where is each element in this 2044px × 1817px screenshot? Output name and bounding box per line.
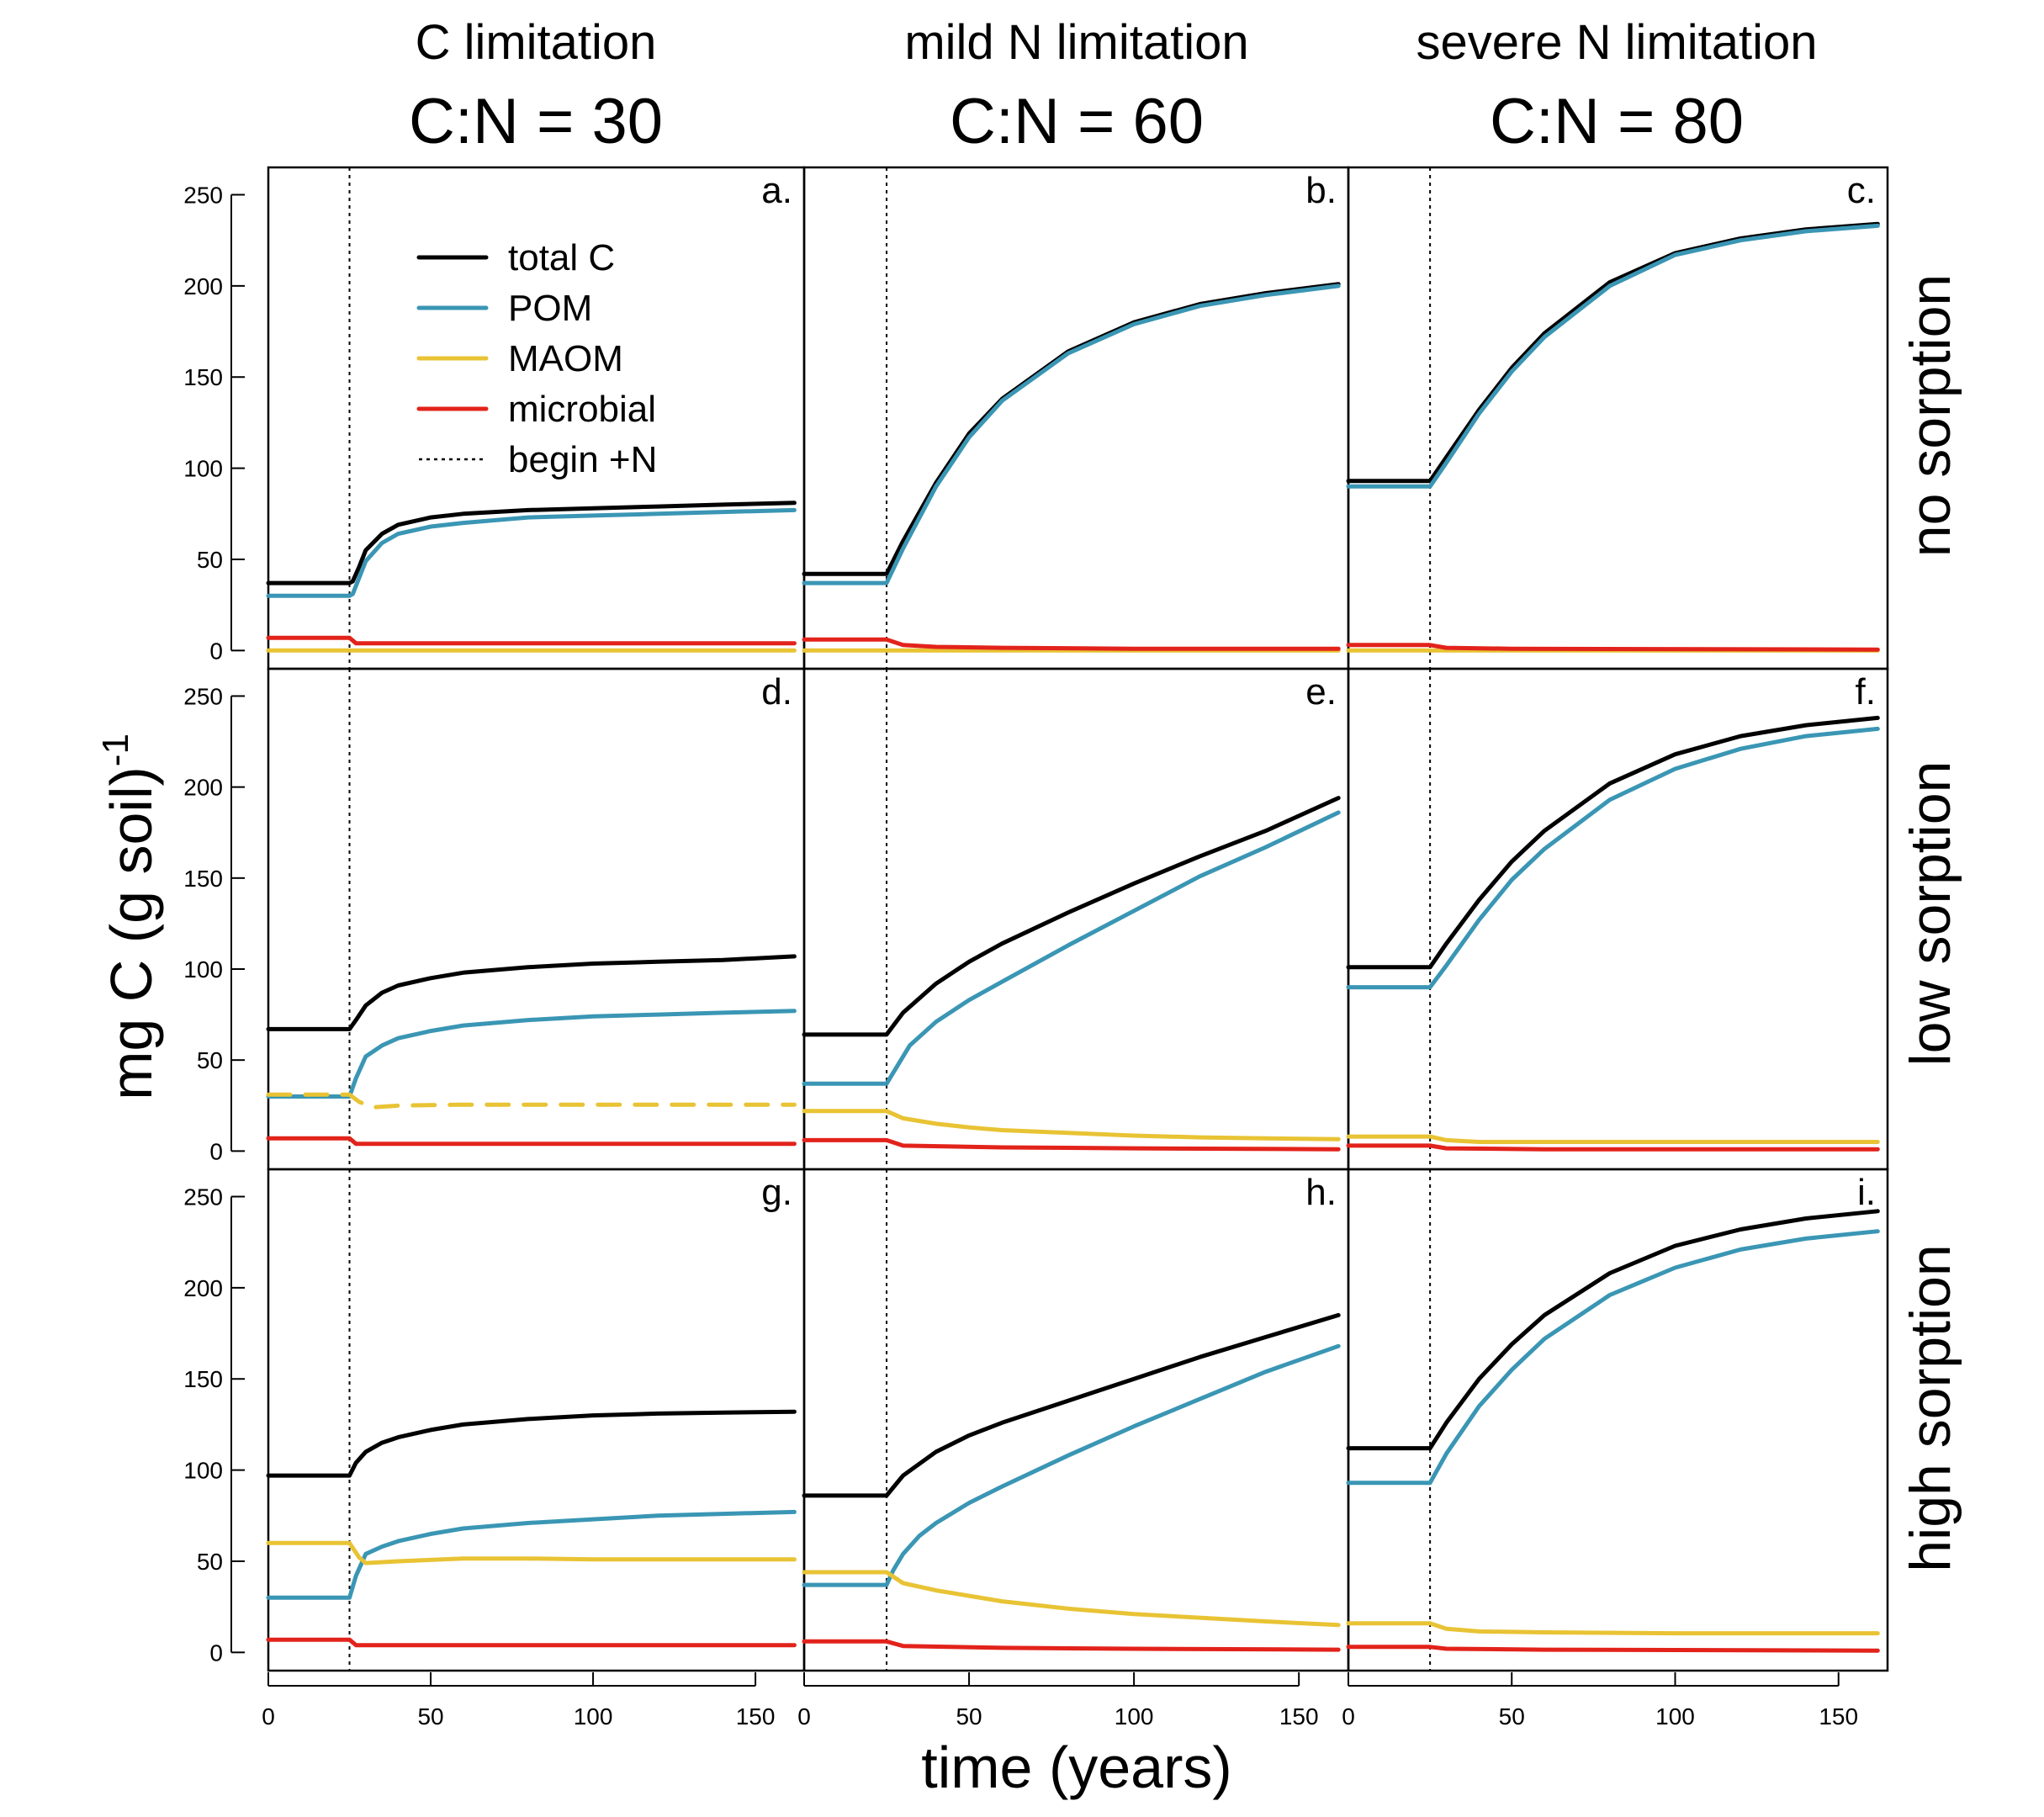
legend-label-total_c: total C (508, 237, 615, 278)
series-line-maom-7 (266, 1540, 797, 1565)
y-tick-label: 100 (183, 956, 223, 983)
x-axis-label: time (years) (921, 1735, 1231, 1800)
y-tick-label: 250 (183, 1184, 223, 1210)
x-tick-label: 50 (1499, 1703, 1525, 1730)
series-line-total_c-7 (266, 1409, 797, 1478)
series-line-total_c-1 (266, 501, 797, 585)
series-layer (266, 221, 1880, 1653)
panel-letter-6: f. (1856, 671, 1876, 712)
x-tick-label: 50 (956, 1703, 982, 1730)
series-line-microbial-6 (1346, 1143, 1880, 1152)
y-tick-label: 250 (183, 683, 223, 709)
series-line-pom-2 (802, 283, 1341, 585)
y-tick-label: 0 (209, 1138, 223, 1164)
x-tick-label: 150 (1279, 1703, 1319, 1730)
y-tick-label: 200 (183, 273, 223, 299)
panel-letter-9: i. (1857, 1172, 1876, 1213)
panel-letter-8: h. (1305, 1172, 1337, 1213)
text-layer: C limitation mild N limitation severe N … (95, 15, 1962, 1800)
series-line-total_c-2 (802, 282, 1341, 576)
series-line-microbial-9 (1346, 1645, 1880, 1653)
x-tick-label: 150 (1819, 1703, 1858, 1730)
y-axis-label: mg C (g soil)-1 (95, 734, 164, 1100)
series-line-microbial-5 (802, 1137, 1341, 1152)
y-axis-label-exponent: -1 (95, 734, 136, 766)
series-line-pom-3 (1346, 223, 1880, 489)
y-tick-label: 200 (183, 1275, 223, 1301)
series-line-pom-8 (802, 1343, 1341, 1587)
panel-frame-9 (1347, 1168, 1889, 1672)
series-line-microbial-8 (802, 1639, 1341, 1652)
column-ratio-3: C:N = 80 (1490, 86, 1744, 157)
legend-label-pom: POM (508, 288, 592, 329)
series-line-microbial-3 (1346, 643, 1880, 652)
panel-letter-4: d. (761, 671, 792, 712)
panel-letter-5: e. (1305, 671, 1337, 712)
y-tick-label: 100 (183, 456, 223, 482)
y-tick-label: 100 (183, 1458, 223, 1484)
x-tick-label: 0 (1342, 1703, 1355, 1730)
legend-label-microbial: microbial (508, 389, 656, 430)
series-line-total_c-3 (1346, 221, 1880, 484)
y-tick-label: 50 (197, 547, 223, 573)
axes-layer (230, 166, 1889, 1687)
row-title-1: no sorption (1898, 274, 1962, 557)
y-tick-label: 150 (183, 364, 223, 390)
series-line-microbial-7 (266, 1637, 797, 1648)
series-line-pom-7 (266, 1509, 797, 1600)
series-line-microbial-4 (266, 1136, 797, 1147)
y-tick-label: 250 (183, 183, 223, 209)
panel-letter-2: b. (1305, 170, 1337, 211)
series-line-maom-6 (1346, 1134, 1880, 1144)
row-title-3: high sorption (1898, 1244, 1962, 1571)
panel-letter-1: a. (761, 170, 792, 211)
panel-letter-3: c. (1847, 170, 1876, 211)
column-title-1: C limitation (416, 15, 657, 70)
series-line-microbial-2 (802, 637, 1341, 651)
series-line-total_c-5 (802, 796, 1341, 1037)
y-tick-label: 0 (209, 638, 223, 664)
y-tick-label: 50 (197, 1549, 223, 1575)
legend-label-maom: MAOM (508, 338, 623, 379)
column-title-2: mild N limitation (904, 15, 1248, 70)
series-line-pom-6 (1346, 726, 1880, 990)
x-tick-label: 150 (736, 1703, 776, 1730)
series-line-maom-4 (266, 1092, 797, 1110)
legend-label-begin_n: begin +N (508, 439, 657, 480)
x-tick-label: 100 (574, 1703, 613, 1730)
y-tick-label: 150 (183, 866, 223, 892)
series-line-total_c-8 (802, 1312, 1341, 1498)
x-tick-label: 0 (262, 1703, 275, 1730)
series-line-maom-8 (802, 1570, 1341, 1628)
series-line-total_c-6 (1346, 715, 1880, 970)
row-title-2: low sorption (1898, 761, 1962, 1067)
y-tick-label: 0 (209, 1640, 223, 1666)
y-axis-label-text: mg C (g soil) (98, 766, 164, 1100)
y-tick-label: 150 (183, 1366, 223, 1392)
series-line-total_c-9 (1346, 1209, 1880, 1451)
series-line-maom-9 (1346, 1621, 1880, 1636)
y-tick-label: 200 (183, 775, 223, 801)
series-line-pom-1 (266, 507, 797, 598)
panel-letter-7: g. (761, 1172, 792, 1213)
series-line-maom-5 (802, 1109, 1341, 1142)
x-tick-label: 0 (797, 1703, 811, 1730)
x-tick-label: 100 (1115, 1703, 1154, 1730)
x-tick-label: 100 (1655, 1703, 1695, 1730)
series-line-microbial-1 (266, 635, 797, 646)
y-tick-label: 50 (197, 1047, 223, 1073)
series-line-pom-4 (266, 1009, 797, 1099)
x-tick-label: 50 (417, 1703, 443, 1730)
series-line-pom-9 (1346, 1229, 1880, 1486)
series-line-pom-5 (802, 810, 1341, 1086)
column-ratio-2: C:N = 60 (950, 86, 1204, 157)
series-line-total_c-4 (266, 954, 797, 1031)
column-ratio-1: C:N = 30 (409, 86, 663, 157)
column-title-3: severe N limitation (1416, 15, 1817, 70)
